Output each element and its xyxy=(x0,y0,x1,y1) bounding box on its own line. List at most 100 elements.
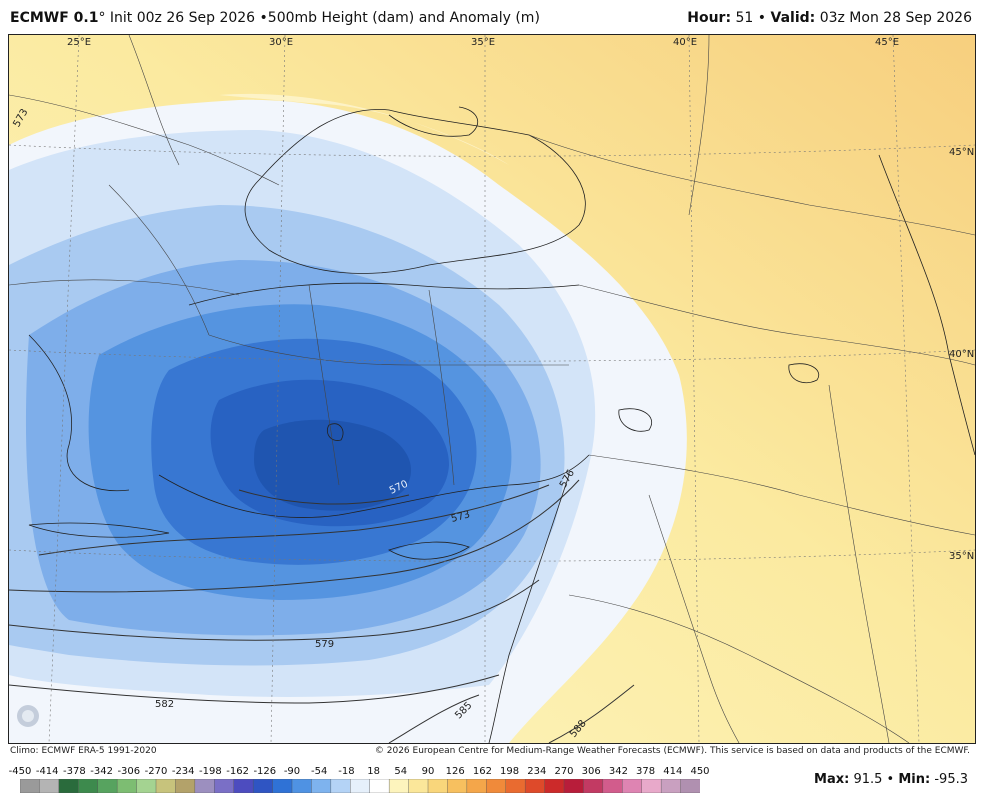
map-panel: 570 573 576 579 582 585 588 573 xyxy=(8,34,976,744)
colorbar-swatch xyxy=(136,779,157,793)
colorbar-swatch xyxy=(291,779,313,793)
copyright-notice: © 2026 European Centre for Medium-Range … xyxy=(374,746,970,756)
map-svg: 570 573 576 579 582 585 588 573 xyxy=(9,35,975,743)
colorbar-swatch xyxy=(350,779,371,793)
border-2 xyxy=(108,184,210,336)
colorbar-label: -162 xyxy=(226,766,249,777)
turkey-north-coast xyxy=(188,282,580,306)
colorbar-label: -126 xyxy=(253,766,277,777)
colorbar-label: 342 xyxy=(608,766,628,777)
colorbar-label: -90 xyxy=(283,766,301,777)
hour-value: 51 xyxy=(735,10,754,26)
colorbar-label: 378 xyxy=(636,766,656,777)
contour-585 xyxy=(388,694,480,743)
contour-582 xyxy=(9,674,500,704)
lake-tuz xyxy=(326,423,344,441)
contour-573 xyxy=(38,484,550,556)
colorbar-swatch xyxy=(311,779,332,793)
colorbar-swatch xyxy=(388,779,410,793)
parallel-45n xyxy=(9,144,975,157)
colorbar-label: 450 xyxy=(690,766,710,777)
valid-bullet: • xyxy=(757,10,767,26)
graticule xyxy=(9,35,975,743)
colorbar-label: -54 xyxy=(311,766,328,777)
colorbar-swatch xyxy=(39,779,60,793)
colorbar-swatch xyxy=(330,779,351,793)
colorbar-swatch xyxy=(583,779,604,793)
model-name: ECMWF 0.1 xyxy=(10,10,99,26)
border-12 xyxy=(308,284,340,486)
colorbar-swatch xyxy=(486,779,507,793)
contour-579 xyxy=(9,579,540,641)
crete xyxy=(28,522,170,538)
colorbar-swatch xyxy=(544,779,565,793)
lake-van xyxy=(788,363,820,384)
border-8 xyxy=(828,384,890,743)
colorbar-label: -450 xyxy=(8,766,32,777)
max-min-readout: Max: 91.5 • Min: -95.3 xyxy=(814,772,968,787)
turkey-south-coast xyxy=(158,454,590,518)
lat-label-40n: 40°N xyxy=(949,349,974,360)
valid-value: 03z Mon 28 Sep 2026 xyxy=(819,10,972,26)
meridian-45e xyxy=(892,35,920,743)
colorbar-label: -306 xyxy=(117,766,141,777)
colorbar-swatch xyxy=(427,779,449,793)
colorbar-label: -198 xyxy=(199,766,222,777)
colorbar-swatch xyxy=(408,779,429,793)
product-name: 500mb Height (dam) and Anomaly (m) xyxy=(267,10,540,26)
border-10 xyxy=(128,35,180,166)
max-value: 91.5 xyxy=(853,772,883,787)
colorbar-swatch xyxy=(194,779,215,793)
caspian-coast xyxy=(878,154,975,456)
colorbar-labels: -450 -414 -378 -342 -306 -270 -234 -198 -162 -126… xyxy=(9,766,710,780)
border-1 xyxy=(9,279,240,296)
valid-time-label: Hour: 51 • Valid: 03z Mon 28 Sep 2026 xyxy=(687,10,972,26)
height-contours xyxy=(9,479,635,743)
colorbar-label: -234 xyxy=(171,766,195,777)
colorbar-svg xyxy=(20,779,700,793)
colorbar-swatch xyxy=(233,779,254,793)
contour-588 xyxy=(548,684,635,743)
colorbar xyxy=(20,779,700,793)
graticule-labels: 25°E 30°E 35°E 40°E 45°E 45°N 40°N 35°N xyxy=(67,37,974,562)
colorbar-label: -342 xyxy=(90,766,113,777)
init-time: Init 00z 26 Sep 2026 xyxy=(105,10,256,26)
border-9 xyxy=(9,94,280,186)
lat-label-35n: 35°N xyxy=(949,551,974,562)
border-13 xyxy=(428,289,455,486)
lake-keban xyxy=(618,408,652,432)
colorbar-swatch xyxy=(58,779,79,793)
contour-label-582: 582 xyxy=(155,699,174,710)
colorbar-label: 414 xyxy=(663,766,683,777)
colorbar-label: -18 xyxy=(338,766,355,777)
colorbar-swatch xyxy=(97,779,118,793)
contour-570 xyxy=(238,489,410,505)
coastlines xyxy=(28,106,975,743)
border-11 xyxy=(688,35,710,216)
colorbar-swatch xyxy=(78,779,99,793)
chart-title: ECMWF 0.1° Init 00z 26 Sep 2026 •500mb H… xyxy=(10,10,540,26)
lon-label-25e: 25°E xyxy=(67,37,91,48)
parallel-35n xyxy=(9,549,975,562)
header: ECMWF 0.1° Init 00z 26 Sep 2026 •500mb H… xyxy=(0,0,984,34)
lon-label-40e: 40°E xyxy=(673,37,697,48)
black-sea-coast xyxy=(244,109,586,274)
colorbar-label: 54 xyxy=(394,766,408,777)
colorbar-label: -414 xyxy=(35,766,59,777)
colorbar-label: 198 xyxy=(500,766,520,777)
colorbar-swatch xyxy=(680,779,700,793)
borders xyxy=(9,35,975,743)
colorbar-label: 306 xyxy=(581,766,601,777)
colorbar-swatch xyxy=(214,779,235,793)
colorbar-swatch xyxy=(272,779,293,793)
contour-label-573: 573 xyxy=(450,509,471,525)
logo-graphic xyxy=(17,705,39,727)
greece-coast xyxy=(28,334,130,492)
meridian-40e xyxy=(688,35,700,743)
crimea xyxy=(388,106,479,137)
colorbar-swatch xyxy=(155,779,177,793)
cyprus xyxy=(388,541,470,560)
colorbar-swatch xyxy=(505,779,526,793)
maxmin-bullet: • xyxy=(886,772,895,787)
meridian-30e xyxy=(270,35,286,743)
